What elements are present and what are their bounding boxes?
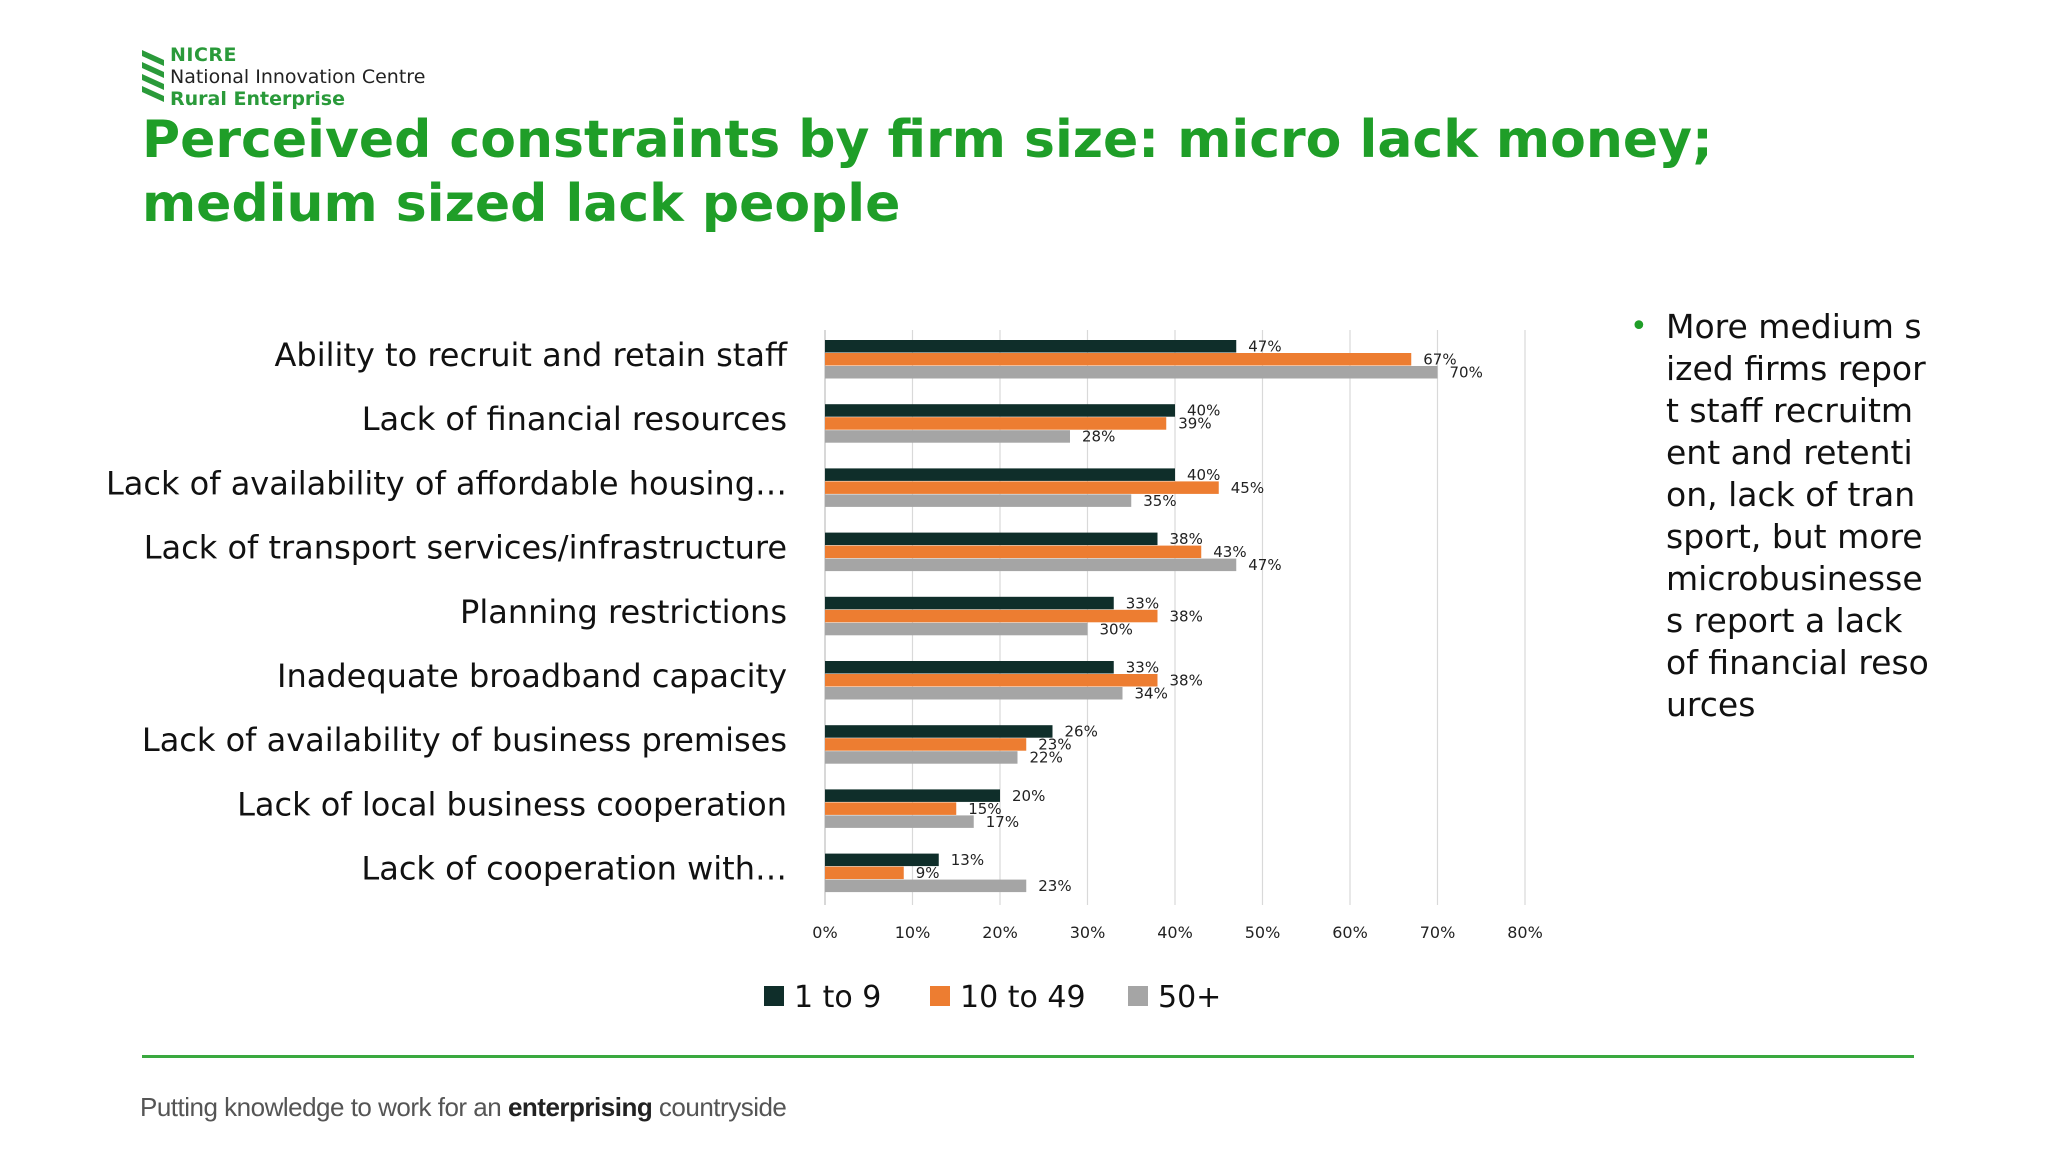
bar <box>825 687 1123 700</box>
bar <box>825 430 1070 443</box>
data-label: 45% <box>1231 479 1264 497</box>
bar <box>825 866 904 880</box>
category-label: Lack of local business cooperation <box>237 785 787 823</box>
bar <box>825 366 1438 379</box>
data-label: 33% <box>1126 659 1159 677</box>
footer-tagline: Putting knowledge to work for an enterpr… <box>140 1092 787 1123</box>
data-label: 28% <box>1082 428 1115 446</box>
legend-swatch <box>930 986 950 1006</box>
bar <box>825 558 1237 572</box>
data-label: 30% <box>1100 620 1133 638</box>
data-label: 13% <box>951 851 984 869</box>
data-label: 40% <box>1187 466 1220 484</box>
nicre-stripes-icon <box>142 50 164 102</box>
category-label: Lack of financial resources <box>362 400 787 438</box>
x-tick-label: 40% <box>1157 923 1193 942</box>
x-tick-label: 80% <box>1507 923 1543 942</box>
bar <box>825 494 1132 507</box>
bar <box>825 532 1158 546</box>
footer-text-emphasis: enterprising <box>507 1092 653 1122</box>
data-label: 17% <box>986 813 1019 831</box>
data-label: 23% <box>1038 736 1071 754</box>
bar <box>825 674 1158 687</box>
data-label: 39% <box>1178 415 1211 433</box>
bar <box>825 545 1202 559</box>
data-label: 38% <box>1170 672 1203 690</box>
bar <box>825 609 1158 623</box>
category-label: Lack of cooperation with… <box>361 850 787 888</box>
logo-brand: NICRE <box>170 44 238 66</box>
logo-line-2: Rural Enterprise <box>170 88 345 110</box>
bullet-item: • More medium sized firms report staff r… <box>1630 306 1930 726</box>
data-label: 43% <box>1213 543 1246 561</box>
bar <box>825 622 1088 636</box>
x-tick-label: 10% <box>895 923 931 942</box>
data-label: 67% <box>1423 351 1456 369</box>
bar <box>825 815 974 828</box>
data-label: 47% <box>1248 556 1281 574</box>
bullet-dot-icon: • <box>1630 309 1648 344</box>
category-label: Lack of transport services/infrastructur… <box>144 529 787 567</box>
x-tick-label: 50% <box>1245 923 1281 942</box>
data-label: 33% <box>1126 594 1159 612</box>
category-label: Lack of availability of affordable housi… <box>106 464 787 502</box>
bar <box>825 340 1237 353</box>
bar <box>825 751 1018 764</box>
data-label: 20% <box>1012 787 1045 805</box>
x-tick-label: 70% <box>1420 923 1456 942</box>
data-label: 70% <box>1450 364 1483 382</box>
bar <box>825 353 1412 366</box>
data-label: 26% <box>1065 723 1098 741</box>
bar <box>825 481 1219 494</box>
bullet-list: • More medium sized firms report staff r… <box>1630 306 1930 726</box>
legend-swatch <box>764 986 784 1006</box>
x-tick-label: 0% <box>812 923 837 942</box>
data-label: 22% <box>1030 749 1063 767</box>
data-label: 38% <box>1170 530 1203 548</box>
logo-line-1: National Innovation Centre <box>170 66 426 88</box>
category-label: Lack of availability of business premise… <box>142 721 787 759</box>
footer-divider <box>142 1055 1914 1058</box>
bar <box>825 596 1114 610</box>
data-label: 15% <box>968 800 1001 818</box>
data-label: 40% <box>1187 402 1220 420</box>
data-label: 38% <box>1170 607 1203 625</box>
legend-entry: 1 to 9 <box>794 980 881 1015</box>
bar <box>825 661 1114 674</box>
nicre-logo: NICRE National Innovation Centre Rural E… <box>142 44 442 110</box>
bar <box>825 417 1167 430</box>
footer-text-part-1: Putting knowledge to work for an <box>140 1092 508 1122</box>
bar <box>825 725 1053 738</box>
x-tick-label: 30% <box>1070 923 1106 942</box>
category-label: Inadequate broadband capacity <box>277 657 787 695</box>
data-label: 47% <box>1248 338 1281 356</box>
category-label: Planning restrictions <box>460 593 787 631</box>
footer-text-part-2: countryside <box>652 1092 787 1122</box>
bar <box>825 853 939 867</box>
bar <box>825 738 1027 751</box>
legend-entry: 10 to 49 <box>960 980 1086 1015</box>
legend-swatch <box>1128 986 1148 1006</box>
data-label: 9% <box>916 864 940 882</box>
x-tick-label: 20% <box>982 923 1018 942</box>
data-label: 34% <box>1135 685 1168 703</box>
bullet-text: More medium sized firms report staff rec… <box>1666 307 1929 724</box>
data-label: 23% <box>1038 877 1071 895</box>
x-tick-label: 60% <box>1332 923 1368 942</box>
bar <box>825 802 957 815</box>
slide-title: Perceived constraints by firm size: micr… <box>142 110 1713 234</box>
bar <box>825 404 1175 417</box>
legend-entry: 50+ <box>1158 980 1221 1015</box>
category-label: Ability to recruit and retain staff <box>275 336 788 374</box>
data-label: 35% <box>1143 492 1176 510</box>
bar <box>825 789 1000 802</box>
bar <box>825 468 1175 481</box>
bar <box>825 879 1027 893</box>
